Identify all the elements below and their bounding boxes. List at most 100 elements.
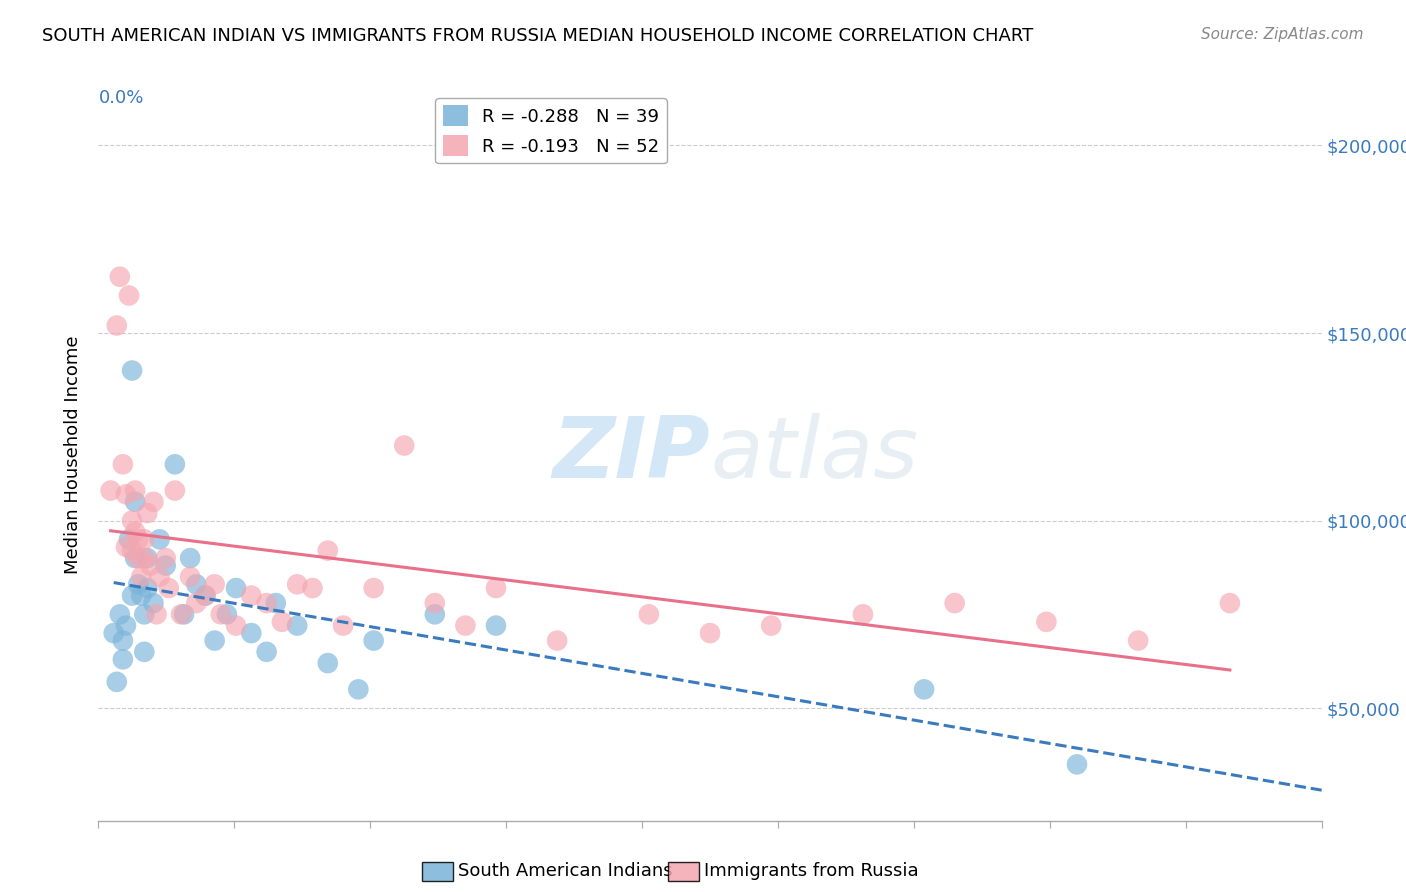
Point (134, 551, 156, 566)
Point (155, 551, 177, 566)
Point (118, 288, 141, 302)
Point (332, 618, 354, 632)
Point (149, 570, 172, 584)
Point (121, 543, 143, 558)
Point (194, 589, 217, 603)
Point (111, 652, 134, 666)
Text: South American Indians: South American Indians (458, 863, 673, 880)
Point (423, 596, 446, 610)
Point (637, 607, 661, 622)
Point (179, 570, 201, 584)
Point (485, 618, 508, 632)
Point (121, 514, 143, 528)
Text: Source: ZipAtlas.com: Source: ZipAtlas.com (1201, 27, 1364, 42)
Text: SOUTH AMERICAN INDIAN VS IMMIGRANTS FROM RUSSIA MEDIAN HOUSEHOLD INCOME CORRELAT: SOUTH AMERICAN INDIAN VS IMMIGRANTS FROM… (42, 27, 1033, 45)
Point (124, 483, 146, 498)
Point (142, 495, 165, 509)
Point (392, 438, 416, 452)
Point (240, 626, 263, 640)
Point (118, 533, 141, 547)
Point (759, 618, 782, 632)
Point (121, 589, 143, 603)
Point (134, 533, 156, 547)
Point (1066, 757, 1088, 772)
Point (264, 596, 287, 610)
Point (115, 487, 138, 501)
Point (127, 551, 149, 566)
Point (301, 581, 323, 595)
Point (270, 615, 292, 629)
Point (124, 524, 146, 539)
Point (136, 581, 159, 595)
Point (1128, 633, 1150, 648)
Point (142, 596, 165, 610)
Point (316, 543, 339, 558)
Point (100, 483, 122, 498)
Point (108, 607, 131, 622)
Point (115, 618, 138, 632)
Point (240, 589, 263, 603)
Point (316, 656, 339, 670)
Point (194, 589, 217, 603)
Point (170, 607, 193, 622)
Text: Immigrants from Russia: Immigrants from Russia (704, 863, 920, 880)
Point (186, 577, 208, 591)
Point (363, 581, 385, 595)
Point (204, 633, 226, 648)
Point (105, 318, 128, 333)
Point (225, 618, 247, 632)
Point (256, 596, 278, 610)
Point (363, 633, 385, 648)
Point (256, 645, 278, 659)
Point (136, 551, 159, 566)
Point (215, 607, 238, 622)
Point (546, 633, 568, 648)
Point (149, 533, 172, 547)
Legend: R = -0.288   N = 39, R = -0.193   N = 52: R = -0.288 N = 39, R = -0.193 N = 52 (436, 98, 666, 163)
Point (852, 607, 875, 622)
Point (1035, 615, 1057, 629)
Point (121, 363, 143, 377)
Point (134, 607, 156, 622)
Point (163, 458, 186, 472)
Text: ZIP: ZIP (553, 413, 710, 497)
Point (225, 581, 247, 595)
Point (127, 577, 149, 591)
Point (103, 626, 125, 640)
Point (134, 645, 156, 659)
Point (124, 495, 146, 509)
Point (1219, 596, 1241, 610)
Point (145, 607, 167, 622)
Point (699, 626, 721, 640)
Text: atlas: atlas (710, 413, 918, 497)
Point (173, 607, 195, 622)
Point (157, 581, 180, 595)
Point (111, 633, 134, 648)
Point (186, 596, 208, 610)
Point (285, 577, 308, 591)
Y-axis label: Median Household Income: Median Household Income (65, 335, 83, 574)
Point (163, 483, 186, 498)
Point (124, 551, 146, 566)
Point (943, 596, 966, 610)
Point (485, 581, 508, 595)
Point (105, 674, 128, 689)
Point (285, 618, 308, 632)
Point (454, 618, 477, 632)
Point (115, 540, 138, 554)
Point (136, 506, 159, 520)
Point (108, 269, 131, 284)
Point (127, 533, 149, 547)
Point (129, 570, 152, 584)
Text: 0.0%: 0.0% (98, 89, 143, 107)
Point (423, 607, 446, 622)
Point (347, 682, 370, 697)
Point (204, 577, 226, 591)
Point (111, 458, 134, 472)
Point (129, 589, 152, 603)
Point (209, 607, 232, 622)
Point (179, 551, 201, 566)
Point (139, 558, 162, 573)
Point (155, 558, 177, 573)
Point (912, 682, 935, 697)
